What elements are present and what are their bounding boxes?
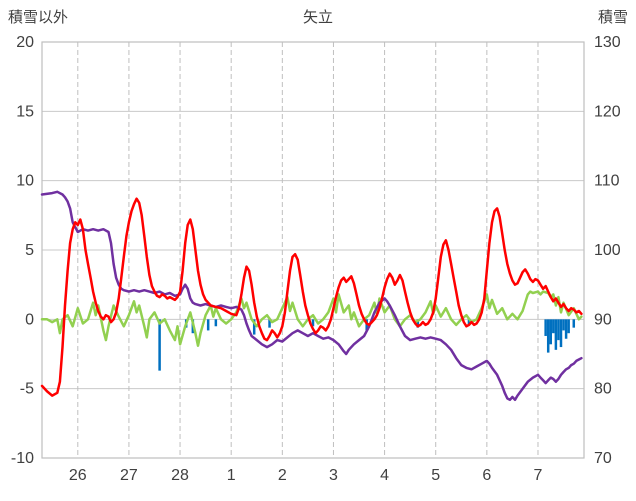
svg-text:3: 3 [329, 467, 338, 484]
svg-text:10: 10 [16, 173, 34, 190]
svg-text:70: 70 [594, 450, 612, 467]
svg-text:80: 80 [594, 381, 612, 398]
svg-text:1: 1 [227, 467, 236, 484]
svg-text:-5: -5 [20, 381, 34, 398]
svg-text:26: 26 [69, 467, 87, 484]
svg-text:5: 5 [431, 467, 440, 484]
svg-text:4: 4 [380, 467, 389, 484]
svg-text:28: 28 [171, 467, 189, 484]
svg-text:15: 15 [16, 103, 34, 120]
svg-text:-10: -10 [11, 450, 34, 467]
svg-text:27: 27 [120, 467, 138, 484]
svg-text:7: 7 [534, 467, 543, 484]
svg-text:6: 6 [482, 467, 491, 484]
right-axis-title: 積雪 [597, 9, 628, 26]
svg-text:90: 90 [594, 311, 612, 328]
svg-text:100: 100 [594, 242, 621, 259]
svg-text:5: 5 [25, 242, 34, 259]
svg-text:130: 130 [594, 34, 621, 51]
svg-text:0: 0 [25, 311, 34, 328]
svg-text:110: 110 [594, 173, 620, 190]
left-axis-title: 積雪以外 [8, 9, 69, 26]
svg-text:2: 2 [278, 467, 287, 484]
svg-text:20: 20 [16, 34, 34, 51]
chart-title: 矢立 [302, 9, 333, 26]
svg-text:120: 120 [594, 103, 621, 120]
